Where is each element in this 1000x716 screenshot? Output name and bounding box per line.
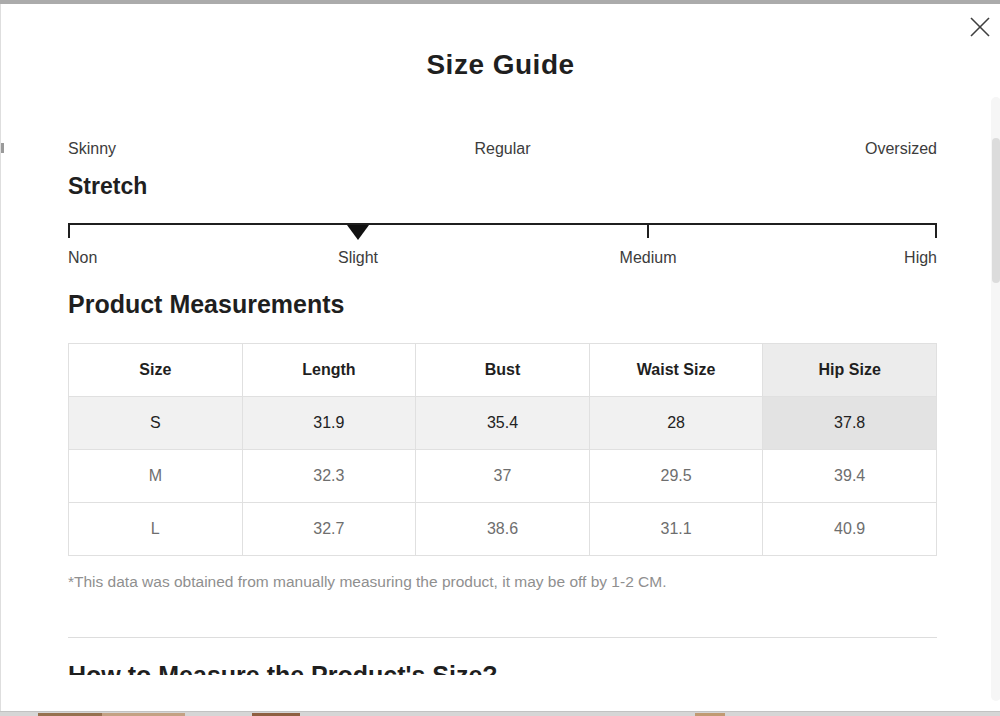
stretch-slider-labels: Non Slight Medium High: [68, 249, 937, 269]
stretch-slider-track: [68, 223, 937, 225]
cell-waist: 29.5: [589, 450, 763, 503]
fit-label-skinny: Skinny: [68, 140, 116, 158]
modal-title: Size Guide: [1, 48, 1000, 82]
next-section-clipped: How to Measure the Product's Size?: [68, 660, 937, 675]
stretch-label-slight: Slight: [338, 249, 378, 267]
underlying-page-strip: [0, 711, 1000, 716]
cell-bust: 38.6: [416, 503, 590, 556]
table-row-size-l[interactable]: L 32.7 38.6 31.1 40.9: [69, 503, 937, 556]
cell-hip: 39.4: [763, 450, 937, 503]
size-guide-screen: Size Guide Skinny Regular Oversized Stre…: [0, 0, 1000, 716]
column-header-waist-size: Waist Size: [589, 344, 763, 397]
cell-length: 32.3: [242, 450, 416, 503]
cell-size: M: [69, 450, 243, 503]
slider-tick-high: [935, 223, 937, 238]
product-measurements-heading: Product Measurements: [68, 289, 344, 319]
table-row-size-s[interactable]: S 31.9 35.4 28 37.8: [69, 397, 937, 450]
how-to-measure-heading: How to Measure the Product's Size?: [68, 660, 937, 675]
slider-tick-non: [68, 223, 70, 238]
cell-size: S: [69, 397, 243, 450]
cell-hip: 37.8: [763, 397, 937, 450]
cell-length: 32.7: [242, 503, 416, 556]
cell-waist: 28: [589, 397, 763, 450]
page-left-edge-notch: [1, 143, 4, 153]
fit-label-oversized: Oversized: [865, 140, 937, 158]
cell-hip: 40.9: [763, 503, 937, 556]
stretch-label-high: High: [904, 249, 937, 267]
column-header-hip-size: Hip Size: [763, 344, 937, 397]
column-header-bust: Bust: [416, 344, 590, 397]
fit-slider-labels: Skinny Regular Oversized: [68, 140, 937, 160]
size-guide-modal: Size Guide Skinny Regular Oversized Stre…: [0, 4, 1000, 711]
stretch-label-non: Non: [68, 249, 97, 267]
cell-size: L: [69, 503, 243, 556]
cell-bust: 35.4: [416, 397, 590, 450]
table-header-row: Size Length Bust Waist Size Hip Size: [69, 344, 937, 397]
table-row-size-m[interactable]: M 32.3 37 29.5 39.4: [69, 450, 937, 503]
column-header-size: Size: [69, 344, 243, 397]
modal-scrollbar-track[interactable]: [991, 97, 1000, 701]
modal-scrollbar-thumb[interactable]: [992, 138, 1000, 283]
close-icon: [968, 15, 992, 39]
column-header-length: Length: [242, 344, 416, 397]
cell-waist: 31.1: [589, 503, 763, 556]
cell-length: 31.9: [242, 397, 416, 450]
close-button[interactable]: [965, 12, 995, 42]
stretch-label-medium: Medium: [620, 249, 677, 267]
slider-tick-medium: [647, 223, 649, 238]
stretch-heading: Stretch: [68, 172, 147, 200]
section-divider: [68, 637, 937, 638]
fit-label-regular: Regular: [474, 140, 530, 158]
cell-bust: 37: [416, 450, 590, 503]
slider-marker-triangle-icon: [347, 225, 369, 240]
measurements-table: Size Length Bust Waist Size Hip Size S 3…: [68, 343, 937, 556]
measurement-footnote: *This data was obtained from manually me…: [68, 572, 937, 592]
